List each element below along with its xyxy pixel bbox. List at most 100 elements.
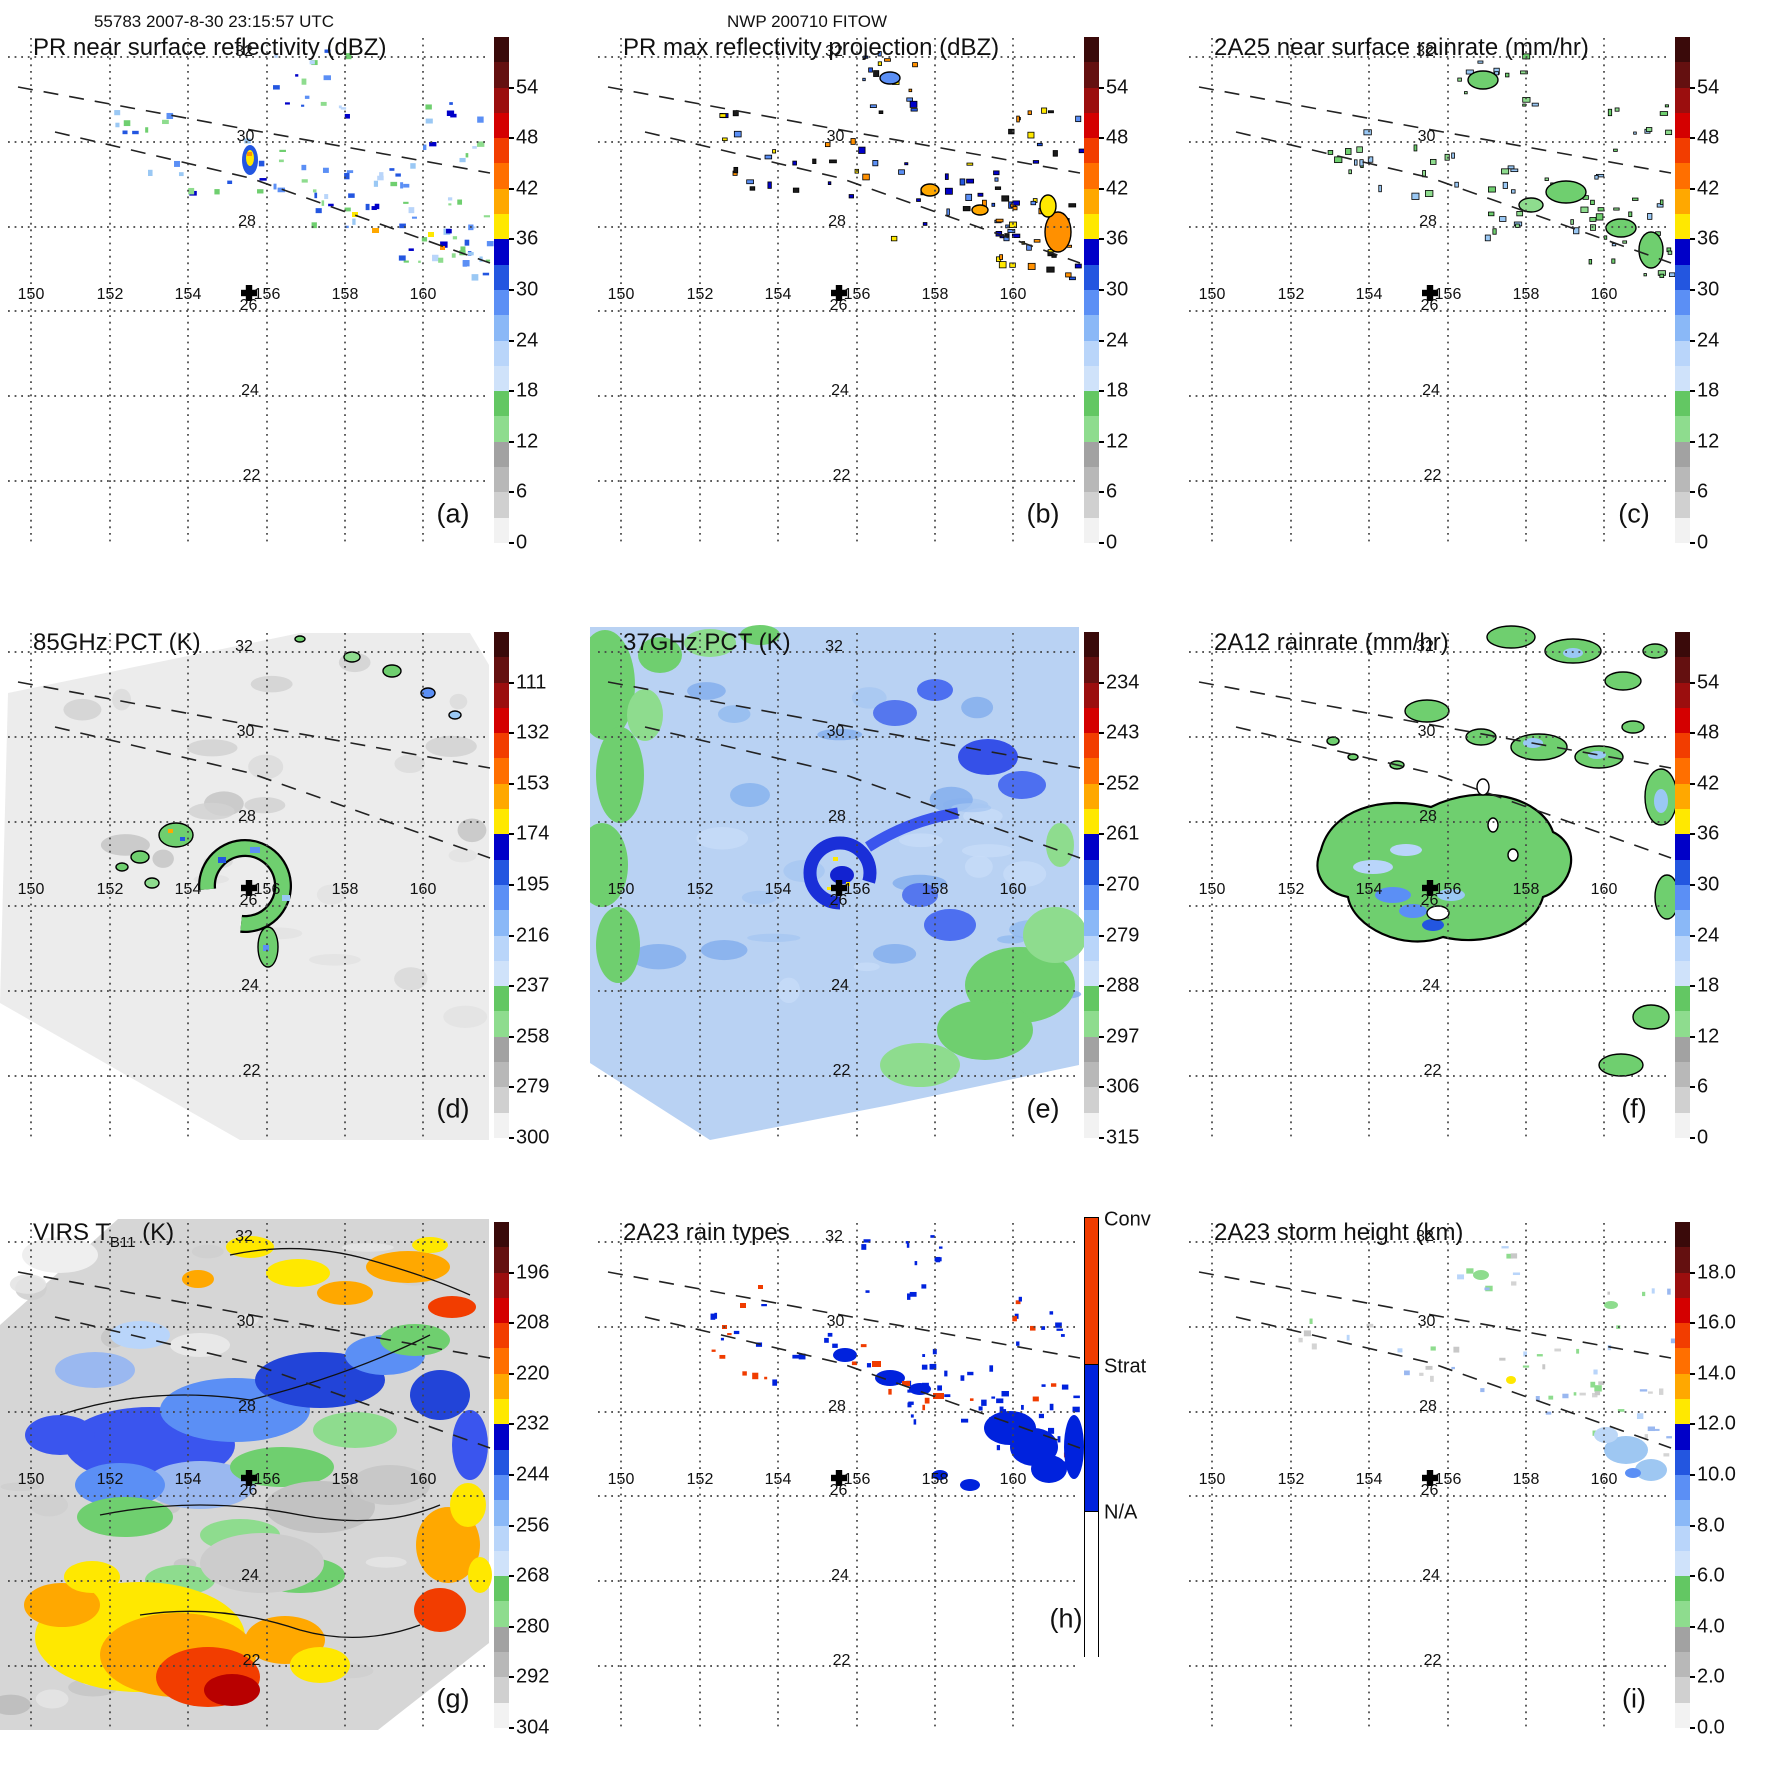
colorbar-tickmark: [1099, 985, 1104, 988]
panel-h: 2A23 rain types 150 152 154 156 158 160 32 30 28 2…: [590, 1185, 1180, 1771]
panel-letter: (i): [1622, 1683, 1646, 1714]
map-field-svg-c: [1189, 38, 1676, 546]
panel-e: 37GHz PCT (K) 150 152 154 156 158 160 32 30 28 26 2…: [590, 595, 1180, 1190]
colorbar-tickmark: [509, 542, 514, 544]
colorbar-tick-label: 30: [516, 278, 539, 301]
colorbar-tick-label: 18: [1697, 379, 1720, 402]
panel-title: 37GHz PCT (K): [623, 629, 791, 656]
panel-title: 2A12 rainrate (mm/hr): [1214, 629, 1449, 656]
swath-edge-dashed-lines: [17, 1271, 491, 1449]
lat-label-22: 22: [242, 467, 261, 484]
colorbar-segment: [1675, 1652, 1690, 1678]
lat-lon-gridlines: [8, 38, 489, 546]
lon-label-156: 156: [253, 1471, 281, 1488]
colorbar-segment: [1675, 632, 1690, 658]
colorbar-tickmark: [509, 390, 514, 393]
colorbar-segment: [494, 1626, 509, 1653]
rain-type-label-na: N/A: [1104, 1501, 1138, 1524]
colorbar-segment: [1675, 707, 1690, 734]
colorbar-segment: [1675, 657, 1690, 683]
precip-field: [719, 51, 1086, 281]
colorbar-segment: [494, 632, 509, 658]
colorbar-tickmark: [1099, 732, 1104, 735]
map-field-svg-f: [1189, 625, 1680, 1141]
lat-label-26: 26: [829, 1482, 848, 1499]
colorbar-segment: [494, 1222, 509, 1248]
lon-label-152: 152: [686, 1471, 714, 1488]
storm-center-marker: [831, 285, 847, 301]
lon-label-156: 156: [843, 286, 871, 303]
colorbar-tickmark: [1099, 86, 1104, 89]
colorbar-segment: [1675, 758, 1690, 784]
colorbar-tick-label: 12: [1697, 1025, 1720, 1048]
lat-label-24: 24: [831, 1567, 849, 1584]
colorbar-tickmark: [1690, 833, 1695, 836]
colorbar-segment: [1084, 657, 1099, 683]
colorbar-tickmark: [509, 681, 514, 684]
lat-label-28: 28: [238, 808, 256, 825]
colorbar-segment: [494, 214, 509, 240]
swath-edge-dashed-lines: [1198, 1271, 1672, 1449]
colorbar-segment: [1675, 1272, 1690, 1298]
colorbar-tick-label: 12: [1106, 430, 1129, 453]
colorbar-segment: [494, 1323, 509, 1349]
colorbar-tick-label: 48: [1697, 721, 1720, 744]
colorbar-tickmark: [1099, 934, 1104, 937]
colorbar-tickmark: [509, 137, 514, 140]
colorbar-segment: [1675, 517, 1690, 543]
swath-edge-dashed-lines: [607, 681, 1081, 859]
colorbar-tickmark: [509, 1524, 514, 1527]
lon-label-150: 150: [1198, 881, 1226, 898]
colorbar-tickmark: [509, 1271, 514, 1274]
lon-label-150: 150: [607, 881, 635, 898]
colorbar-tickmark: [1690, 1137, 1695, 1139]
colorbar-segment: [494, 1424, 509, 1450]
lat-label-22: 22: [1423, 1652, 1442, 1669]
colorbar-segment: [1675, 492, 1690, 518]
colorbar-segment: [494, 264, 509, 290]
colorbar-segment: [494, 657, 509, 683]
lon-label-156: 156: [843, 881, 871, 898]
colorbar-tickmark: [1099, 542, 1104, 544]
colorbar-tickmark: [1690, 1625, 1695, 1628]
colorbar-tick-label: 232: [516, 1412, 550, 1435]
lat-label-28: 28: [828, 213, 846, 230]
colorbar-tickmark: [509, 187, 514, 190]
colorbar-segment: [1084, 37, 1099, 63]
colorbar-tick-label: 18: [1106, 379, 1129, 402]
colorbar-segment: [494, 1112, 509, 1138]
colorbar-segment: [494, 809, 509, 835]
panel-letter: (c): [1618, 498, 1650, 529]
colorbar-tickmark: [1099, 1035, 1104, 1038]
lon-label-152: 152: [96, 1471, 124, 1488]
lon-label-150: 150: [607, 286, 635, 303]
colorbar-segment: [494, 1474, 509, 1501]
colorbar-tickmark: [1690, 985, 1695, 988]
colorbar-segment: [494, 834, 509, 860]
colorbar-segment: [1675, 884, 1690, 911]
colorbar-tick-label: 10.0: [1697, 1463, 1736, 1486]
colorbar-tickmark: [509, 491, 514, 494]
precip-field: [0, 1219, 492, 1730]
colorbar-tick-label: 268: [516, 1564, 550, 1587]
lat-label-26: 26: [1420, 892, 1439, 909]
lat-label-28: 28: [828, 808, 846, 825]
colorbar-segment: [1084, 986, 1099, 1012]
lat-label-32: 32: [825, 1228, 843, 1245]
colorbar-tickmark: [1099, 1086, 1104, 1089]
colorbar-tickmark: [1690, 440, 1695, 443]
colorbar-tickmark: [509, 339, 514, 342]
panel-title: 85GHz PCT (K): [33, 629, 201, 656]
lon-label-156: 156: [253, 286, 281, 303]
lat-label-30: 30: [1417, 128, 1436, 145]
colorbar-segment: [1675, 188, 1690, 215]
colorbar-segment: [1085, 1363, 1098, 1511]
colorbar-segment: [494, 1272, 509, 1298]
panel-title-base: VIRS T: [33, 1219, 110, 1246]
colorbar-segment: [1675, 733, 1690, 759]
panel-title: 2A23 storm height (km): [1214, 1219, 1464, 1246]
colorbar-tickmark: [1099, 187, 1104, 190]
lon-label-160: 160: [409, 1471, 437, 1488]
colorbar-tick-label: 42: [1697, 177, 1720, 200]
